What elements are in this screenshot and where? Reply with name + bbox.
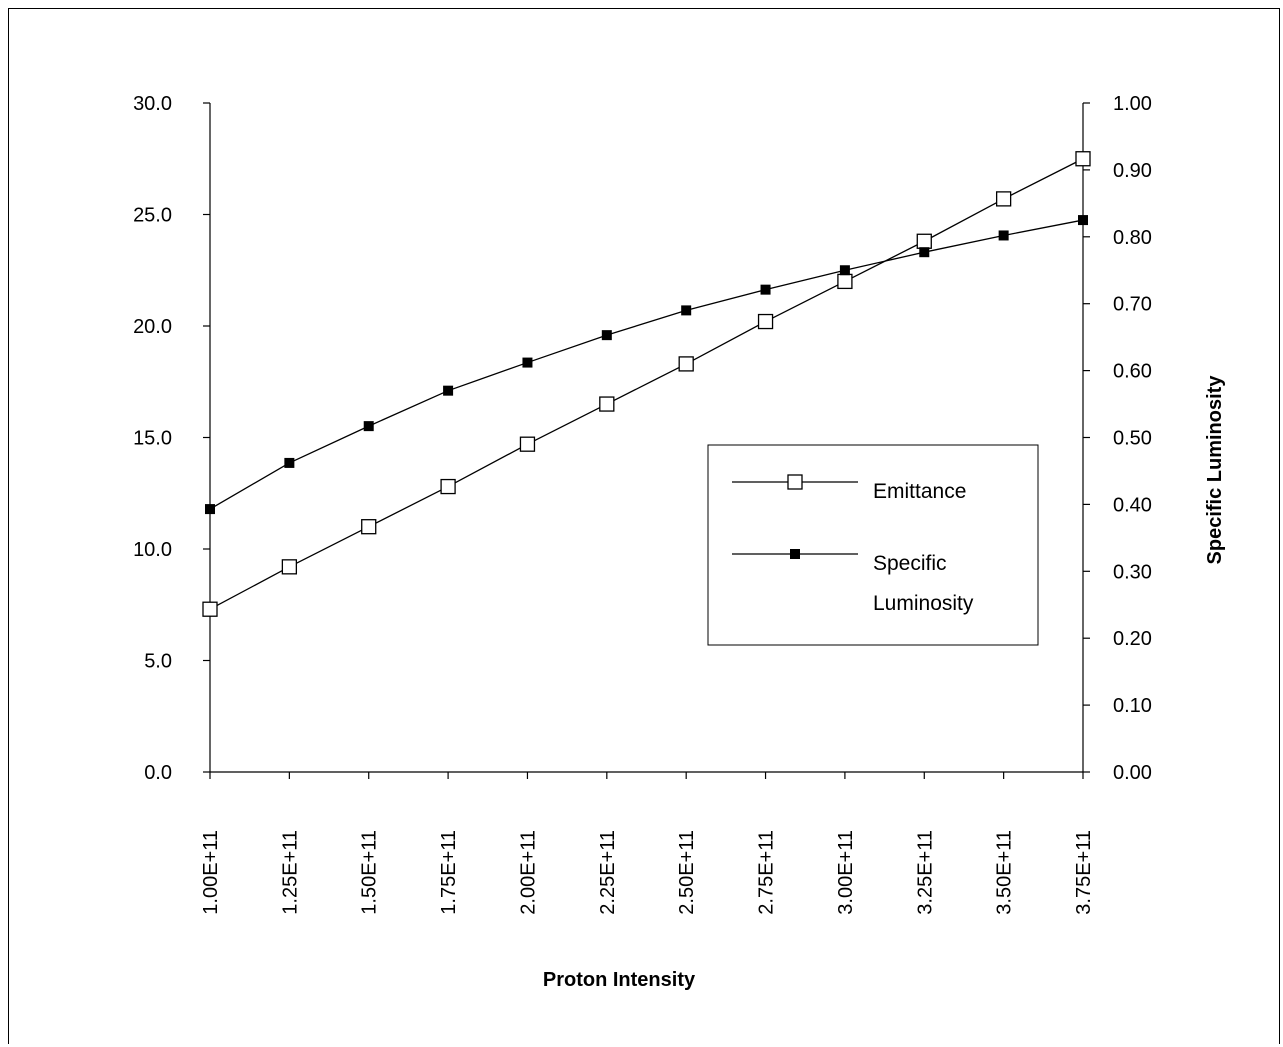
legend-emittance-label: Emittance: [873, 480, 966, 503]
emittance-point: [757, 313, 774, 330]
series-line-emittance: [209, 158, 1084, 610]
y-left-tick-label: 5.0: [144, 651, 172, 673]
x-tick-label: 1.75E+11: [438, 830, 460, 915]
specific-luminosity-point: [205, 504, 215, 515]
x-tick-label: 3.75E+11: [1073, 830, 1095, 915]
y-right-axis-title: Specific Luminosity: [1204, 375, 1226, 565]
specific-luminosity-point: [760, 284, 771, 295]
x-tick-label: 2.00E+11: [517, 830, 539, 915]
y-left-tick-label: 30.0: [133, 93, 172, 115]
y-left-tick-label: 10.0: [133, 539, 172, 561]
emittance-point: [1075, 151, 1091, 167]
y-right-tick-label: 0.30: [1113, 561, 1152, 583]
x-tick-label: 2.50E+11: [676, 830, 698, 915]
y-right-tick-label: 0.60: [1113, 361, 1152, 383]
legend-specific-label-line1: Specific: [873, 552, 947, 575]
legend-specific-label-line2: Luminosity: [873, 592, 974, 615]
series-layer: [202, 151, 1091, 617]
legend-emittance-marker: [787, 474, 803, 490]
x-tick-label: 3.25E+11: [914, 830, 936, 915]
emittance-point: [519, 436, 536, 452]
y-left-tick-label: 0.0: [144, 762, 172, 784]
y-right-tick-label: 0.00: [1113, 762, 1152, 784]
axes: 0.0 5.0 10.0 15.0 20.0 25.0 30.0 0.00 0.10 0.20 0.…: [133, 93, 1152, 915]
specific-luminosity-point: [681, 305, 692, 316]
specific-luminosity-point: [363, 421, 374, 432]
y-right-tick-label: 1.00: [1113, 93, 1152, 115]
y-right-tick-label: 0.20: [1113, 628, 1152, 650]
emittance-point: [202, 601, 218, 617]
emittance-point: [678, 356, 694, 372]
legend: Emittance Specific Luminosity: [707, 444, 1039, 646]
x-tick-label: 3.50E+11: [994, 830, 1016, 915]
specific-luminosity-point: [601, 330, 612, 341]
legend-specific-marker: [790, 549, 800, 559]
emittance-point: [281, 559, 298, 575]
x-axis-title: Proton Intensity: [543, 969, 696, 991]
x-tick-label: 1.00E+11: [200, 830, 222, 915]
y-right-tick-label: 0.40: [1113, 494, 1152, 516]
emittance-point: [916, 233, 932, 249]
x-tick-label: 1.50E+11: [359, 830, 381, 915]
emittance-point: [361, 519, 377, 535]
specific-luminosity-point: [284, 457, 295, 468]
x-tick-label: 3.00E+11: [835, 830, 857, 915]
emittance-point: [599, 396, 615, 412]
specific-luminosity-point: [522, 357, 533, 368]
y-left-tick-label: 20.0: [133, 316, 172, 338]
y-right-tick-label: 0.50: [1113, 428, 1152, 450]
y-left-tick-label: 15.0: [133, 428, 172, 450]
y-left-tick-label: 25.0: [133, 205, 172, 227]
emittance-point: [995, 191, 1012, 207]
legend-box: [707, 444, 1039, 646]
specific-luminosity-point: [1078, 215, 1088, 226]
emittance-point: [837, 273, 853, 290]
emittance-point: [440, 478, 456, 495]
series-line-specific-luminosity: [209, 219, 1084, 510]
x-tick-label: 1.25E+11: [279, 830, 301, 915]
y-right-tick-label: 0.10: [1113, 695, 1152, 717]
x-tick-label: 2.25E+11: [597, 830, 619, 915]
y-right-tick-label: 0.90: [1113, 160, 1152, 182]
y-right-tick-label: 0.80: [1113, 227, 1152, 249]
specific-luminosity-point: [443, 385, 454, 396]
specific-luminosity-point: [998, 230, 1009, 241]
chart-frame: [8, 8, 1280, 1044]
specific-luminosity-point: [919, 247, 930, 258]
specific-luminosity-point: [839, 265, 850, 276]
x-tick-label: 2.75E+11: [756, 830, 778, 915]
y-right-tick-label: 0.70: [1113, 294, 1152, 316]
